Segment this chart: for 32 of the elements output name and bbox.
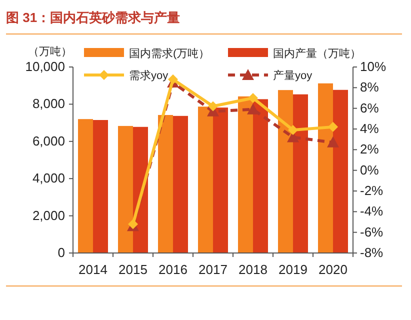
point <box>288 125 298 136</box>
ylabel: （万吨） <box>28 46 72 58</box>
x-tick-label: 2020 <box>318 262 348 277</box>
y-tick-label: 6,000 <box>32 133 65 148</box>
point <box>248 93 258 103</box>
y2-tick-label: 10% <box>360 59 386 74</box>
y-tick-label: 0 <box>58 245 65 260</box>
y2-tick-label: -4% <box>360 204 384 219</box>
x-tick-label: 2019 <box>278 262 308 277</box>
y-tick-label: 10,000 <box>25 59 65 74</box>
y-tick-label: 8,000 <box>32 96 65 112</box>
y2-tick-label: -6% <box>360 224 384 240</box>
y2-tick-label: 0% <box>360 162 380 178</box>
y2-tick-label: 8% <box>360 80 380 95</box>
y2-tick-label: 4% <box>360 121 380 136</box>
y2-tick-label: -8% <box>360 245 384 260</box>
x-tick-label: 2017 <box>198 262 228 277</box>
x-tick-label: 2016 <box>158 262 188 277</box>
point <box>247 103 259 114</box>
y2-tick-label: 2% <box>360 142 380 157</box>
x-tick-label: 2018 <box>238 262 268 277</box>
x-tick-label: 2014 <box>78 262 108 277</box>
y-tick-label: 2,000 <box>32 208 65 223</box>
point <box>327 136 339 148</box>
point <box>328 122 338 132</box>
point <box>168 74 178 84</box>
title: 图 31：国内石英砂需求与产量 <box>6 10 180 25</box>
x-tick-label: 2015 <box>118 262 148 277</box>
point <box>208 101 218 112</box>
y2-tick-label: 6% <box>360 100 380 116</box>
y-tick-label: 4,000 <box>32 170 65 186</box>
y2-tick-label: -2% <box>360 183 384 198</box>
